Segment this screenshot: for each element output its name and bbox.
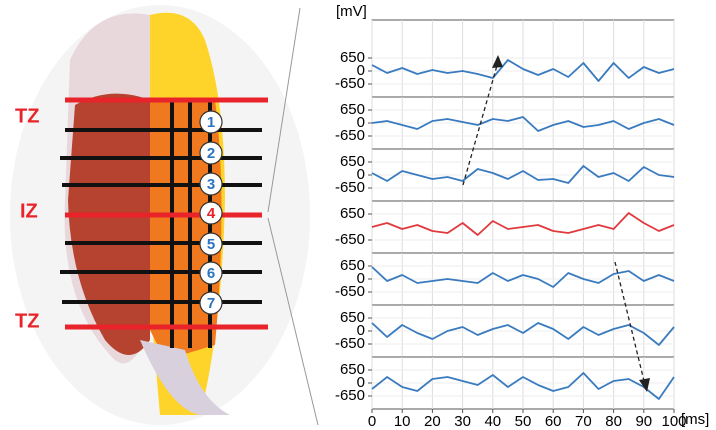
figure: TZ IZ TZ 1234567 6500-650[mV]6500-650650… [0,0,716,430]
electrode-number: 6 [207,265,215,282]
x-tick-label: 90 [635,413,652,430]
y-tick-label: -650 [335,335,365,352]
y-tick-label: -650 [335,179,365,196]
x-tick-label: 50 [515,413,532,430]
muscle-illustration: TZ IZ TZ [10,5,310,425]
electrode-number: 2 [207,145,215,162]
electrode-number: 4 [207,205,216,222]
x-tick-label: 10 [394,413,411,430]
y-tick-label: 650 [340,205,365,222]
zone-label: IZ [20,200,38,222]
electrode-number: 5 [207,236,215,253]
x-tick-label: 20 [424,413,441,430]
y-tick-label: -650 [335,387,365,404]
electrode-number: 1 [207,114,215,131]
page: TZ IZ TZ 1234567 6500-650[mV]6500-650650… [0,0,716,430]
x-tick-label: 30 [454,413,471,430]
y-tick-label: -650 [335,75,365,92]
x-tick-label: 40 [484,413,501,430]
x-tick-label: 60 [545,413,562,430]
zone-label: TZ [15,310,39,332]
y-tick-label: -650 [335,283,365,300]
y-tick-label: -650 [335,127,365,144]
zone-label: TZ [15,105,39,127]
y-axis-label: [mV] [336,3,367,20]
x-tick-label: 70 [575,413,592,430]
x-axis-label: [ms] [681,411,709,428]
y-tick-label: -650 [335,231,365,248]
electrode-number: 3 [207,176,215,193]
x-tick-label: 0 [368,413,376,430]
x-tick-label: 80 [605,413,622,430]
plots: 6500-650[mV]6500-6506500-650650-6506500-… [335,3,709,430]
electrode-number: 7 [207,295,215,312]
